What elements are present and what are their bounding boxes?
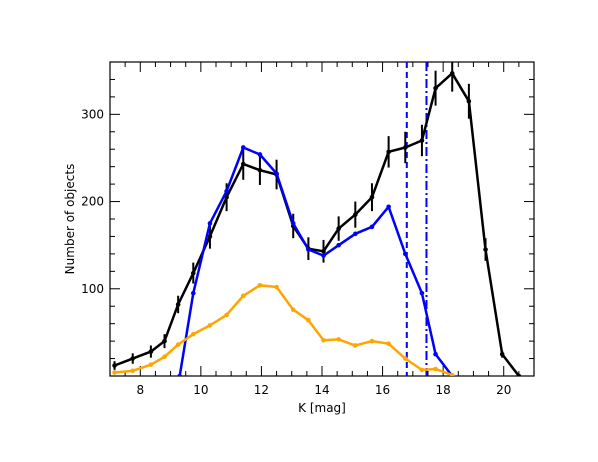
data-point — [207, 221, 213, 226]
data-point — [290, 221, 296, 226]
data-point — [175, 342, 181, 347]
series-0 — [112, 62, 522, 376]
y-axis-label: Number of objects — [63, 164, 77, 275]
data-point — [274, 284, 279, 290]
data-point — [386, 149, 391, 155]
x-tick-label: 12 — [254, 383, 269, 397]
data-point — [306, 247, 311, 252]
data-point — [449, 372, 455, 376]
series-line — [178, 146, 454, 376]
y-tick-label: 300 — [81, 107, 104, 121]
x-tick-label: 16 — [375, 383, 390, 397]
series-2 — [112, 282, 455, 376]
data-point — [306, 317, 311, 323]
data-point — [353, 212, 358, 217]
data-point — [112, 363, 117, 368]
data-point — [466, 98, 472, 104]
data-point — [419, 367, 425, 373]
data-point — [433, 85, 438, 91]
data-point — [336, 337, 341, 342]
data-point — [162, 338, 167, 344]
data-point — [207, 323, 213, 328]
data-point — [257, 167, 263, 173]
data-point — [321, 337, 326, 343]
data-point — [130, 368, 136, 374]
data-series — [112, 62, 522, 376]
y-tick-label: 200 — [81, 195, 104, 209]
data-point — [224, 188, 229, 194]
data-point — [386, 204, 391, 210]
y-axis-ticks: 100 200 300 — [81, 61, 534, 360]
data-point — [449, 71, 455, 76]
x-tick-label: 20 — [496, 383, 511, 397]
data-point — [499, 351, 505, 357]
data-point — [190, 270, 196, 276]
data-point — [321, 248, 326, 254]
data-point — [419, 290, 425, 296]
data-point — [224, 312, 229, 318]
data-point — [353, 343, 358, 348]
data-point — [162, 354, 167, 360]
data-point — [336, 242, 341, 248]
data-point — [433, 366, 438, 372]
data-point — [240, 145, 246, 150]
series-1 — [177, 145, 455, 376]
x-axis-label: K [mag] — [298, 401, 346, 415]
data-point — [148, 362, 154, 367]
data-point — [190, 290, 196, 296]
data-point — [190, 331, 196, 337]
data-point — [240, 161, 246, 167]
data-point — [353, 231, 358, 237]
data-point — [386, 341, 391, 347]
data-point — [175, 302, 181, 307]
series-line — [114, 72, 520, 376]
data-point — [369, 224, 375, 230]
x-axis-ticks: 8 10 12 14 16 18 20 — [109, 62, 535, 397]
x-tick-label: 14 — [314, 383, 329, 397]
data-point — [257, 152, 263, 157]
data-point — [402, 251, 408, 257]
data-point — [112, 370, 117, 375]
data-point — [148, 349, 154, 354]
data-point — [177, 373, 182, 376]
y-tick-label: 100 — [81, 282, 104, 296]
data-point — [130, 356, 136, 361]
x-tick-label: 8 — [136, 383, 144, 397]
data-point — [369, 338, 375, 344]
data-point — [516, 373, 522, 376]
data-point — [240, 293, 246, 299]
data-point — [336, 226, 341, 231]
data-point — [290, 307, 296, 313]
data-point — [402, 145, 408, 150]
x-tick-label: 18 — [436, 383, 451, 397]
x-tick-label: 10 — [193, 383, 208, 397]
data-point — [321, 253, 326, 258]
data-point — [402, 356, 408, 361]
reference-lines — [405, 62, 428, 376]
series-line — [114, 284, 453, 376]
data-point — [433, 351, 438, 357]
data-point — [207, 234, 213, 239]
data-point — [274, 171, 279, 176]
data-point — [419, 138, 425, 143]
data-point — [369, 194, 375, 200]
data-point — [483, 247, 488, 252]
data-point — [257, 282, 263, 288]
